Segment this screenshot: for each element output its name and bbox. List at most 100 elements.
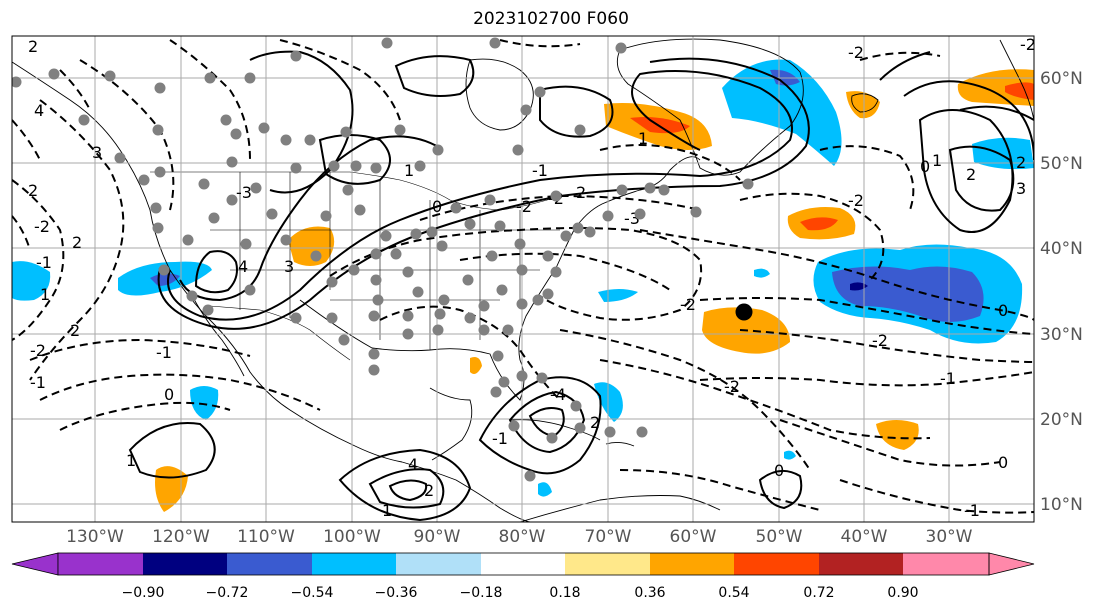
colorbar-segment — [734, 553, 819, 575]
lon-label: 80°W — [499, 527, 546, 547]
colorbar: −0.90 −0.72 −0.54 −0.36 −0.18 0.18 0.36 … — [11, 552, 1035, 601]
colorbar-extend-high — [988, 552, 1035, 576]
lon-label: 100°W — [323, 527, 381, 547]
contour-dashed-28 — [12, 119, 41, 161]
contour-label: 4 — [408, 455, 418, 474]
contour-label: -1 — [156, 343, 172, 362]
contour-solid-9 — [903, 80, 1034, 161]
shade-greenland-red — [630, 117, 690, 134]
coastline-baja — [189, 291, 245, 377]
lon-label: 60°W — [670, 527, 717, 547]
contour-label: 3 — [284, 257, 294, 276]
shade-greenland-blue — [722, 59, 842, 166]
contour-dashed-15 — [699, 297, 1034, 335]
shade-cuba-blue — [538, 482, 552, 497]
contour-dashed-22 — [739, 192, 885, 281]
shade-pacific-blue-south — [190, 386, 219, 420]
contour-label: -1 — [940, 369, 956, 388]
contour-label: -2 — [516, 197, 532, 216]
contour-dashed-6 — [29, 338, 251, 361]
contour-dashed-25 — [169, 39, 251, 161]
contour-solid-17 — [338, 448, 472, 522]
colorbar-segment — [650, 553, 734, 575]
contour-label: -3 — [236, 183, 252, 202]
contour-dashed-19 — [619, 469, 821, 511]
lon-label: 90°W — [414, 527, 461, 547]
shade-atlantic-red-north — [800, 217, 838, 231]
contour-label: -1 — [964, 501, 980, 520]
shade-atlantic-orange-south — [876, 420, 919, 450]
contour-label: -2 — [724, 377, 740, 396]
contour-label: 2 — [28, 37, 38, 56]
colorbar-segment — [903, 553, 989, 575]
contour-dashed-20 — [839, 479, 1034, 514]
contour-solid-14 — [478, 376, 602, 475]
coastline-gulf — [299, 267, 557, 401]
contour-label: 2 — [1016, 153, 1026, 172]
colorbar-segment — [312, 553, 396, 575]
colorbar-segment — [819, 553, 903, 575]
coastline-europe — [999, 39, 1034, 121]
colorbar-segment — [143, 553, 227, 575]
colorbar-tick: −0.54 — [291, 585, 334, 601]
contour-label: -2 — [848, 191, 864, 210]
lat-label: 60°N — [1040, 69, 1083, 89]
contour-label: -2 — [1020, 35, 1036, 54]
contour-label: 1 — [638, 129, 648, 148]
contour-label: 3 — [1016, 179, 1026, 198]
contour-solid-1 — [167, 70, 793, 321]
contour-dashed-23 — [819, 145, 915, 211]
contour-dashed-16 — [739, 329, 1034, 363]
border-us-mexico — [209, 305, 351, 361]
contour-dashed-2 — [29, 99, 125, 381]
dashed-contours — [12, 39, 1034, 514]
colorbar-tick: 0.72 — [803, 585, 834, 601]
contour-label: 0 — [164, 385, 174, 404]
shade-atlantic-blue-mid — [832, 266, 984, 322]
coastline-iceland — [851, 93, 879, 113]
contour-label: 4 — [34, 101, 44, 120]
contour-dashed-11 — [459, 252, 671, 291]
colorbar-segment — [396, 553, 481, 575]
contour-dashed-17 — [699, 371, 1034, 387]
contour-solid-12 — [959, 105, 1034, 121]
contour-solid-21 — [758, 469, 803, 510]
contour-label: 1 — [932, 151, 942, 170]
contour-label: -2 — [30, 341, 46, 360]
shaded-regions — [12, 59, 1034, 512]
contour-label: -1 — [532, 161, 548, 180]
map-title: 2023102700 F060 — [473, 9, 629, 29]
contour-label: 1 — [382, 501, 392, 520]
contour-label: -1 — [36, 253, 52, 272]
contour-label: 0 — [920, 157, 930, 176]
shade-east-blue — [972, 137, 1034, 170]
colorbar-tick: −0.72 — [206, 585, 249, 601]
highlight-marker — [735, 303, 753, 321]
contour-label: -1 — [30, 373, 46, 392]
contour-solid-7 — [539, 85, 614, 138]
map-frame — [11, 35, 1035, 523]
contour-dashed-18 — [779, 419, 1001, 467]
colorbar-tick: 0.90 — [887, 585, 918, 601]
colorbar-segment — [565, 553, 650, 575]
contour-solid-10 — [918, 109, 1014, 233]
colorbar-tick: 0.18 — [549, 585, 580, 601]
contour-label: -2 — [848, 43, 864, 62]
contour-label: 0 — [998, 453, 1008, 472]
shade-pacific-west — [12, 261, 51, 301]
contour-solid-20 — [128, 422, 216, 479]
lat-label: 30°N — [1040, 325, 1083, 345]
longitude-labels: 130°W 120°W 110°W 100°W 90°W 80°W 70°W 6… — [66, 527, 973, 547]
contour-label: 2 — [576, 183, 586, 202]
shade-southwest-us — [288, 226, 335, 266]
shade-gulf-orange — [470, 357, 482, 374]
colorbar-tick: −0.18 — [460, 585, 503, 601]
colorbar-segment — [58, 553, 143, 575]
contour-solid-8 — [318, 134, 391, 185]
lon-label: 50°W — [756, 527, 803, 547]
shade-iceland-orange — [846, 91, 880, 119]
colorbar-segment — [481, 553, 565, 575]
contour-label: 0 — [432, 197, 442, 216]
contour-solid-11 — [948, 145, 1015, 212]
